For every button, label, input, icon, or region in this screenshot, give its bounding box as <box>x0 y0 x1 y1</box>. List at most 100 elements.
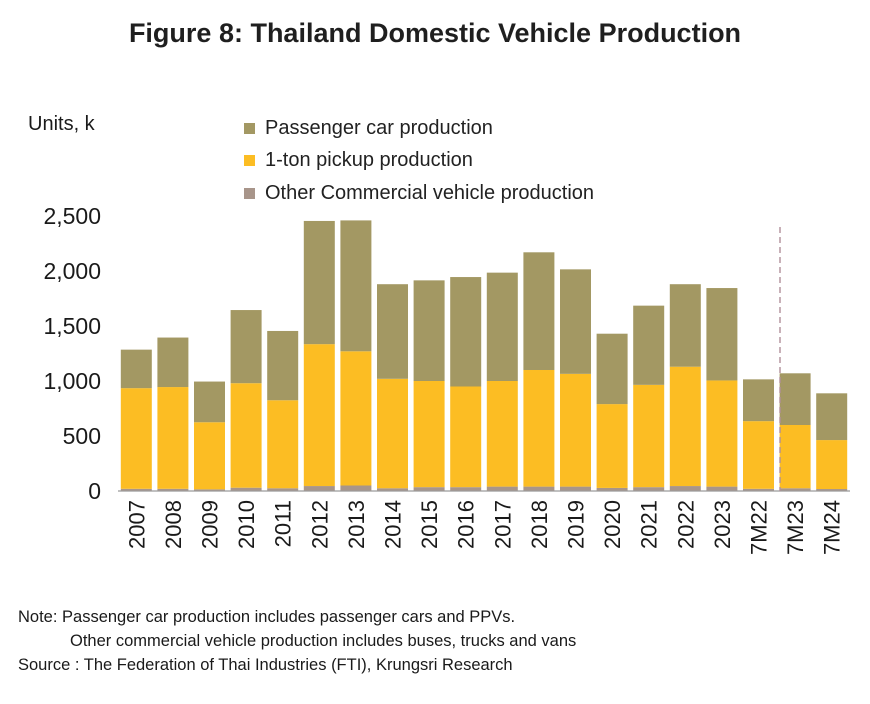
bar-segment <box>340 220 372 352</box>
bar-segment <box>743 488 774 491</box>
x-tick-label: 2007 <box>124 500 149 549</box>
bar-segment <box>743 379 774 422</box>
bar-segment <box>596 404 628 488</box>
bar-segment <box>303 220 335 345</box>
x-tick-label: 2016 <box>454 500 479 549</box>
bar-segment <box>120 349 152 389</box>
bar-segment <box>157 387 189 489</box>
bar-segment <box>779 373 811 425</box>
x-tick-label: 2009 <box>198 500 223 549</box>
x-tick-label: 7M22 <box>747 500 772 555</box>
bar-segment <box>486 381 518 487</box>
bar-segment <box>377 378 408 489</box>
bar-segment <box>230 487 262 491</box>
bar-segment <box>340 351 372 486</box>
x-tick-label: 2019 <box>564 500 589 549</box>
x-tick-label: 2018 <box>527 500 552 549</box>
x-tick-label: 2023 <box>710 500 735 549</box>
bar-segment <box>743 421 774 489</box>
bar-segment <box>340 485 372 491</box>
x-tick-label: 2021 <box>637 500 662 549</box>
x-tick-label: 2013 <box>344 500 369 549</box>
bar-segment <box>669 284 701 367</box>
bar-segment <box>194 489 225 491</box>
bar-segment <box>486 272 518 381</box>
bar-segment <box>120 388 152 489</box>
y-tick-label: 1,000 <box>43 368 101 394</box>
y-tick-label: 0 <box>88 478 101 504</box>
x-tick-label: 2008 <box>161 500 186 549</box>
bar-segment <box>267 400 299 489</box>
bar-segment <box>157 337 189 388</box>
legend-item-passenger: Passenger car production <box>244 112 594 145</box>
bar-segment <box>413 381 445 488</box>
legend-item-pickup: 1-ton pickup production <box>244 145 594 178</box>
bar-segment <box>413 280 445 381</box>
bar-segment <box>779 425 811 489</box>
bar-segment <box>230 310 262 384</box>
x-tick-label: 2011 <box>271 500 296 547</box>
legend-swatch-pickup <box>244 155 255 167</box>
bar-segment <box>120 488 152 491</box>
x-tick-label: 7M24 <box>820 500 845 555</box>
bar-segment <box>633 305 665 385</box>
bar-segment <box>230 383 262 488</box>
bar-segment <box>706 486 738 491</box>
chart-title: Figure 8: Thailand Domestic Vehicle Prod… <box>128 18 742 48</box>
bar-segment <box>560 269 591 374</box>
x-tick-label: 2017 <box>490 500 515 549</box>
bar-segment <box>560 486 591 491</box>
bar-segment <box>450 487 482 491</box>
bar-segment <box>450 386 482 488</box>
footnotes: Note: Passenger car production includes … <box>18 605 576 677</box>
bar-segment <box>633 487 665 491</box>
bar-segment <box>413 487 445 491</box>
bar-segment <box>194 381 225 423</box>
x-tick-label: 2015 <box>417 500 442 549</box>
bar-segment <box>816 489 848 491</box>
bar-segment <box>669 486 701 491</box>
y-tick-label: 1,500 <box>43 313 101 339</box>
legend-label-other-commercial: Other Commercial vehicle production <box>265 181 595 204</box>
bar-segment <box>157 488 189 491</box>
legend-label-pickup: 1-ton pickup production <box>265 149 473 172</box>
note-line-1: Note: Passenger car production includes … <box>18 608 516 626</box>
y-tick-label: 2,500 <box>43 203 101 229</box>
bar-segment <box>267 330 299 401</box>
source-line: Source : The Federation of Thai Industri… <box>18 656 513 674</box>
bar-segment <box>377 284 408 379</box>
x-tick-label: 2014 <box>381 500 406 549</box>
note-line-2: Other commercial vehicle production incl… <box>70 632 577 650</box>
bar-segment <box>816 440 848 490</box>
y-tick-label: 500 <box>63 423 101 449</box>
bar-segment <box>194 422 225 490</box>
bar-segment <box>450 277 482 387</box>
bar-segment <box>523 486 555 491</box>
bar-segment <box>267 488 299 491</box>
legend-label-passenger: Passenger car production <box>265 116 493 139</box>
bar-segment <box>706 380 738 487</box>
bar-segment <box>633 384 665 488</box>
bar-segment <box>523 370 555 487</box>
bar-segment <box>596 333 628 405</box>
bar-segment <box>303 486 335 491</box>
x-tick-label: 7M23 <box>783 500 808 555</box>
legend-swatch-passenger <box>244 122 255 134</box>
x-tick-label: 2012 <box>307 500 332 549</box>
x-tick-label: 2020 <box>600 500 625 549</box>
bar-segment <box>779 488 811 491</box>
legend: Passenger car production 1-ton pickup pr… <box>244 112 594 210</box>
bar-segment <box>377 488 408 491</box>
legend-swatch-other-commercial <box>244 187 255 199</box>
x-tick-label: 2022 <box>673 500 698 549</box>
bar-segment <box>523 252 555 370</box>
y-axis-unit-label: Units, k <box>28 113 95 135</box>
y-tick-label: 2,000 <box>43 258 101 284</box>
x-tick-label: 2010 <box>234 500 259 549</box>
bar-chart: 0 500 1,000 1,500 2,000 2,500 2007 2008 2009 2010… <box>43 203 850 555</box>
bar-segment <box>596 487 628 491</box>
bar-segment <box>816 393 848 441</box>
bar-segment <box>706 288 738 381</box>
bar-segment <box>669 366 701 487</box>
bar-segment <box>303 344 335 487</box>
